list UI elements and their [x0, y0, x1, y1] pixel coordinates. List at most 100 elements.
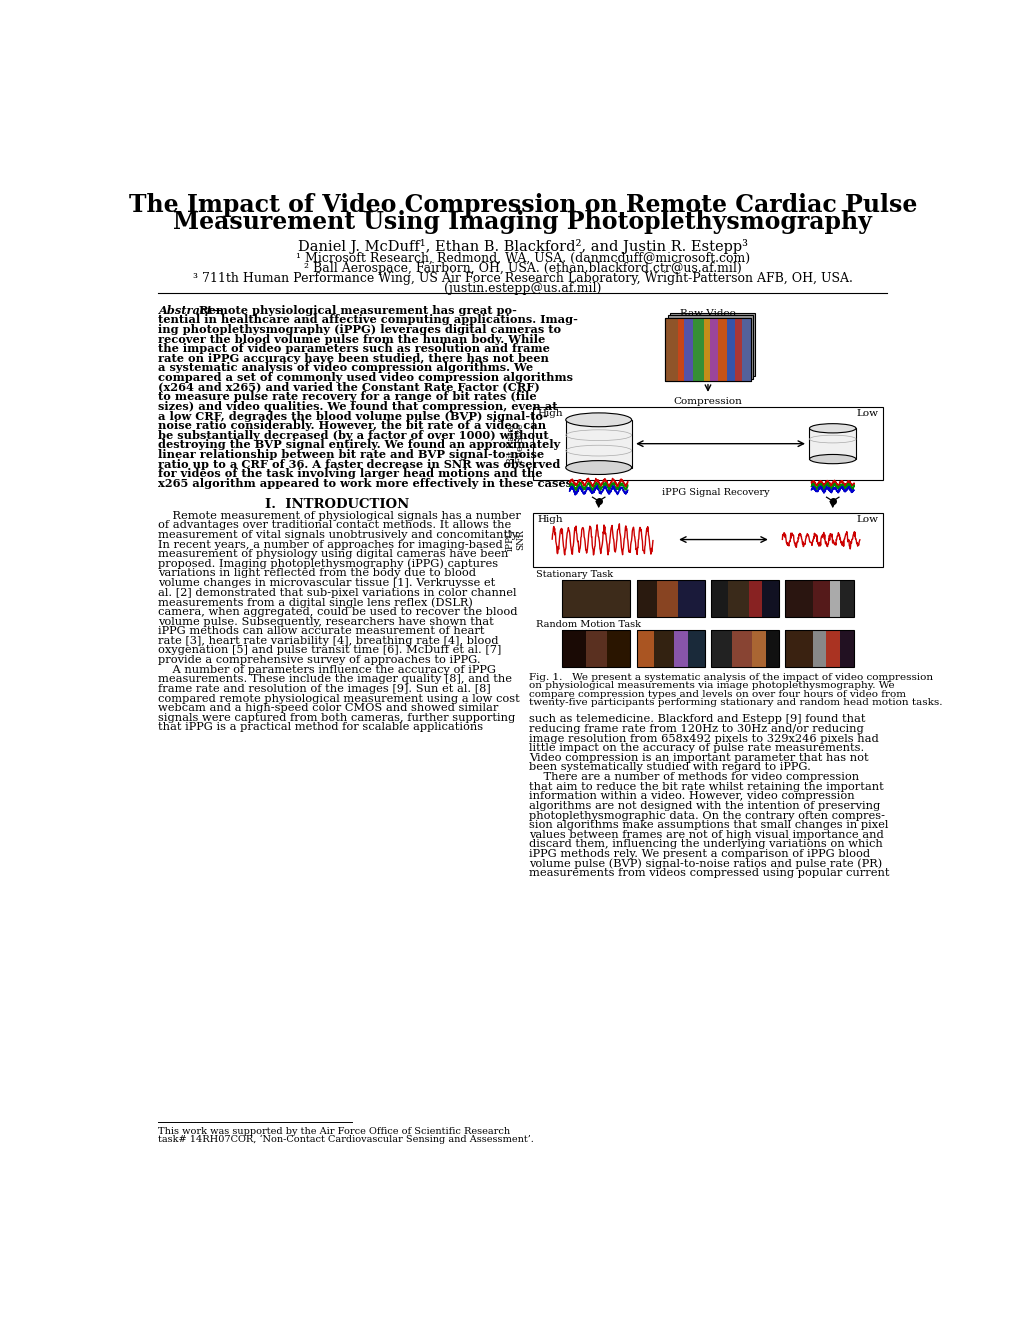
- Text: Fig. 1.   We present a systematic analysis of the impact of video compression: Fig. 1. We present a systematic analysis…: [529, 673, 932, 681]
- Bar: [667, 315, 752, 379]
- Bar: [840, 630, 853, 667]
- Text: compare compression types and levels on over four hours of video from: compare compression types and levels on …: [529, 689, 905, 698]
- Bar: [532, 512, 882, 566]
- Text: al. [2] demonstrated that sub-pixel variations in color channel: al. [2] demonstrated that sub-pixel vari…: [158, 587, 517, 598]
- Text: measurements from videos compressed using popular current: measurements from videos compressed usin…: [529, 869, 889, 878]
- Bar: [677, 579, 704, 616]
- Text: twenty-five participants performing stationary and random head motion tasks.: twenty-five participants performing stat…: [529, 698, 942, 708]
- Bar: [566, 420, 631, 467]
- Bar: [561, 579, 630, 616]
- Bar: [636, 579, 704, 616]
- Text: camera, when aggregated, could be used to recover the blood: camera, when aggregated, could be used t…: [158, 607, 518, 616]
- Text: tential in healthcare and affective computing applications. Imag-: tential in healthcare and affective comp…: [158, 314, 578, 325]
- Bar: [728, 579, 748, 616]
- Bar: [785, 579, 812, 616]
- Text: measurements. These include the imager quality [8], and the: measurements. These include the imager q…: [158, 675, 512, 684]
- Bar: [636, 630, 704, 667]
- Bar: [586, 630, 606, 667]
- Text: sion algorithms make assumptions that small changes in pixel: sion algorithms make assumptions that sm…: [529, 820, 888, 830]
- Bar: [709, 318, 717, 381]
- Text: variations in light reflected from the body due to blood: variations in light reflected from the b…: [158, 569, 476, 578]
- Text: measurement of physiology using digital cameras have been: measurement of physiology using digital …: [158, 549, 508, 560]
- Text: Measurement Using Imaging Photoplethysmography: Measurement Using Imaging Photoplethysmo…: [173, 210, 871, 234]
- Ellipse shape: [809, 454, 855, 463]
- Text: oxygenation [5] and pulse transit time [6]. McDuff et al. [7]: oxygenation [5] and pulse transit time […: [158, 645, 501, 656]
- Bar: [636, 579, 656, 616]
- Text: been systematically studied with regard to iPPG.: been systematically studied with regard …: [529, 763, 810, 772]
- Text: x265 algorithm appeared to work more effectively in these cases.: x265 algorithm appeared to work more eff…: [158, 478, 576, 488]
- Text: Random Motion Task: Random Motion Task: [535, 619, 640, 628]
- Bar: [785, 630, 853, 667]
- Text: I.  INTRODUCTION: I. INTRODUCTION: [264, 499, 409, 511]
- Bar: [731, 630, 751, 667]
- Ellipse shape: [809, 424, 855, 433]
- Text: sizes) and video qualities. We found that compression, even at: sizes) and video qualities. We found tha…: [158, 401, 557, 412]
- Bar: [742, 318, 750, 381]
- Text: provide a comprehensive survey of approaches to iPPG.: provide a comprehensive survey of approa…: [158, 655, 481, 665]
- Text: be substantially decreased (by a factor of over 1000) without: be substantially decreased (by a factor …: [158, 430, 548, 441]
- Bar: [710, 579, 728, 616]
- Text: linear relationship between bit rate and BVP signal-to-noise: linear relationship between bit rate and…: [158, 449, 544, 461]
- Text: ratio up to a CRF of 36. A faster decrease in SNR was observed: ratio up to a CRF of 36. A faster decrea…: [158, 459, 560, 470]
- Text: rate on iPPG accuracy have been studied, there has not been: rate on iPPG accuracy have been studied,…: [158, 352, 549, 364]
- Bar: [561, 630, 586, 667]
- Text: webcam and a high-speed color CMOS and showed similar: webcam and a high-speed color CMOS and s…: [158, 704, 498, 713]
- Text: Compression: Compression: [673, 397, 742, 407]
- Text: such as telemedicine. Blackford and Estepp [9] found that: such as telemedicine. Blackford and Este…: [529, 714, 864, 725]
- Text: There are a number of methods for video compression: There are a number of methods for video …: [529, 772, 858, 781]
- Text: (justin.estepp@us.af.mil): (justin.estepp@us.af.mil): [443, 281, 601, 294]
- Text: iPPG methods can allow accurate measurement of heart: iPPG methods can allow accurate measurem…: [158, 626, 484, 636]
- Bar: [532, 407, 882, 480]
- Text: Remote measurement of physiological signals has a number: Remote measurement of physiological sign…: [158, 511, 521, 520]
- Text: photoplethysmographic data. On the contrary often compres-: photoplethysmographic data. On the contr…: [529, 810, 884, 821]
- Bar: [710, 630, 779, 667]
- Text: values between frames are not of high visual importance and: values between frames are not of high vi…: [529, 830, 882, 840]
- Bar: [812, 579, 829, 616]
- Text: that aim to reduce the bit rate whilst retaining the important: that aim to reduce the bit rate whilst r…: [529, 781, 882, 792]
- Text: to measure pulse rate recovery for a range of bit rates (file: to measure pulse rate recovery for a ran…: [158, 391, 537, 403]
- Text: little impact on the accuracy of pulse rate measurements.: little impact on the accuracy of pulse r…: [529, 743, 863, 754]
- Text: ² Ball Aerospace, Fairborn, OH, USA. (ethan.blackford.ctr@us.af.mil): ² Ball Aerospace, Fairborn, OH, USA. (et…: [304, 261, 741, 275]
- Bar: [785, 579, 853, 616]
- Text: iPPG Signal Recovery: iPPG Signal Recovery: [661, 488, 768, 496]
- Text: Bit Rate/
File Size: Bit Rate/ File Size: [505, 424, 525, 465]
- Text: a low CRF, degrades the blood volume pulse (BVP) signal-to-: a low CRF, degrades the blood volume pul…: [158, 411, 548, 421]
- Bar: [840, 579, 853, 616]
- Text: the impact of video parameters such as resolution and frame: the impact of video parameters such as r…: [158, 343, 550, 354]
- Bar: [735, 318, 742, 381]
- Text: that iPPG is a practical method for scalable applications: that iPPG is a practical method for scal…: [158, 722, 483, 733]
- Bar: [656, 579, 677, 616]
- Text: Abstract—: Abstract—: [158, 305, 223, 315]
- Text: task# 14RH07COR, ‘Non-Contact Cardiovascular Sensing and Assessment’.: task# 14RH07COR, ‘Non-Contact Cardiovasc…: [158, 1135, 534, 1144]
- Text: discard them, influencing the underlying variations on which: discard them, influencing the underlying…: [529, 840, 881, 850]
- Bar: [561, 579, 630, 616]
- Text: compared a set of commonly used video compression algorithms: compared a set of commonly used video co…: [158, 372, 573, 383]
- Bar: [703, 318, 709, 381]
- Bar: [812, 630, 825, 667]
- Text: Low: Low: [856, 409, 877, 418]
- Text: iPPG methods rely. We present a comparison of iPPG blood: iPPG methods rely. We present a comparis…: [529, 849, 869, 859]
- Text: compared remote physiological measurement using a low cost: compared remote physiological measuremen…: [158, 693, 520, 704]
- Bar: [653, 630, 674, 667]
- Text: measurement of vital signals unobtrusively and concomitantly.: measurement of vital signals unobtrusive…: [158, 529, 521, 540]
- Text: noise ratio considerably. However, the bit rate of a video can: noise ratio considerably. However, the b…: [158, 420, 546, 432]
- Text: algorithms are not designed with the intention of preserving: algorithms are not designed with the int…: [529, 801, 879, 810]
- Text: recover the blood volume pulse from the human body. While: recover the blood volume pulse from the …: [158, 334, 545, 345]
- Bar: [664, 318, 678, 381]
- Bar: [710, 579, 779, 616]
- Text: a systematic analysis of video compression algorithms. We: a systematic analysis of video compressi…: [158, 363, 533, 374]
- Text: reducing frame rate from 120Hz to 30Hz and/or reducing: reducing frame rate from 120Hz to 30Hz a…: [529, 723, 863, 734]
- Ellipse shape: [566, 461, 631, 474]
- Text: volume pulse (BVP) signal-to-noise ratios and pulse rate (PR): volume pulse (BVP) signal-to-noise ratio…: [529, 859, 881, 870]
- Bar: [717, 318, 726, 381]
- Bar: [751, 630, 765, 667]
- Text: The Impact of Video Compression on Remote Cardiac Pulse: The Impact of Video Compression on Remot…: [128, 193, 916, 216]
- Text: signals were captured from both cameras, further supporting: signals were captured from both cameras,…: [158, 713, 516, 723]
- Ellipse shape: [566, 413, 631, 426]
- Text: High: High: [537, 515, 562, 524]
- Bar: [664, 318, 750, 381]
- Bar: [710, 630, 731, 667]
- Bar: [692, 318, 703, 381]
- Bar: [748, 579, 761, 616]
- Bar: [606, 630, 630, 667]
